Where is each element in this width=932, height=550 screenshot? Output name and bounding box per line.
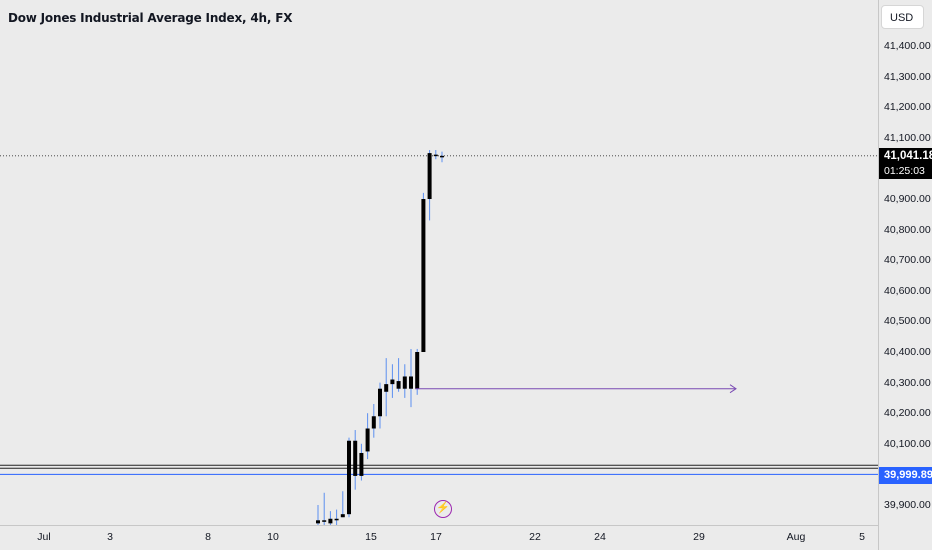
candle-body bbox=[359, 452, 364, 476]
chart-title: Dow Jones Industrial Average Index, 4h, … bbox=[8, 11, 293, 25]
price-tick-label: 41,400.00 bbox=[884, 40, 931, 52]
price-tick-label: 40,400.00 bbox=[884, 346, 931, 358]
time-tick-label: 29 bbox=[693, 531, 705, 543]
price-tick-label: 41,200.00 bbox=[884, 101, 931, 114]
last-price-badge: 41,041.18 01:25:03 bbox=[879, 148, 932, 179]
candle-body bbox=[440, 155, 444, 158]
price-tick-label: 40,800.00 bbox=[884, 223, 931, 236]
price-tick-label: 40,300.00 bbox=[884, 376, 931, 389]
candle-body bbox=[334, 518, 339, 521]
time-tick-label: 8 bbox=[205, 531, 211, 543]
candle-body bbox=[396, 381, 401, 389]
ray-arrow-icon bbox=[729, 384, 737, 394]
candle-body bbox=[433, 154, 438, 157]
price-tick-label: 39,900.00 bbox=[884, 499, 931, 511]
candle-body bbox=[347, 440, 351, 515]
candle-body bbox=[421, 199, 426, 352]
time-tick-label: 17 bbox=[430, 531, 442, 543]
candle-body bbox=[378, 388, 382, 417]
time-tick-label: 10 bbox=[267, 531, 279, 543]
price-tick-label: 41,100.00 bbox=[884, 131, 931, 144]
level-price-badge: 39,999.89 bbox=[879, 467, 932, 484]
price-tick-label: 40,900.00 bbox=[884, 193, 931, 205]
time-tick-label: 3 bbox=[107, 531, 113, 543]
time-tick-label: 5 bbox=[859, 531, 865, 543]
candle-body bbox=[415, 352, 420, 389]
price-tick-label: 40,700.00 bbox=[884, 254, 931, 267]
candle-body bbox=[384, 384, 389, 392]
lightning-icon[interactable]: ⚡ bbox=[434, 500, 452, 518]
time-axis-divider bbox=[0, 525, 879, 526]
candle-body bbox=[365, 428, 370, 452]
price-tick-label: 40,200.00 bbox=[884, 407, 931, 420]
candle-body bbox=[390, 379, 395, 385]
time-tick-label: 24 bbox=[594, 531, 606, 543]
currency-button[interactable]: USD bbox=[881, 5, 924, 29]
price-axis-divider bbox=[878, 0, 879, 550]
candle-body bbox=[322, 520, 327, 522]
candle-body bbox=[353, 440, 358, 476]
last-price-value: 41,041.18 bbox=[884, 150, 932, 162]
candle-body bbox=[316, 520, 320, 524]
time-tick-label: 15 bbox=[365, 531, 377, 543]
time-tick-label: Aug bbox=[786, 531, 806, 543]
price-tick-label: 40,100.00 bbox=[884, 437, 931, 450]
candle-body bbox=[402, 376, 407, 389]
price-tick-label: 41,300.00 bbox=[884, 70, 931, 83]
candle-body bbox=[340, 514, 345, 518]
candle-body bbox=[409, 376, 413, 389]
price-tick-label: 40,600.00 bbox=[884, 284, 931, 297]
time-tick-label: 22 bbox=[529, 531, 541, 543]
bar-countdown: 01:25:03 bbox=[884, 165, 925, 177]
candle-body bbox=[328, 518, 333, 524]
candlestick-plot[interactable] bbox=[0, 0, 879, 525]
time-tick-label: Jul bbox=[37, 531, 51, 543]
price-tick-label: 40,500.00 bbox=[884, 315, 931, 328]
candle-body bbox=[427, 153, 432, 199]
candle-body bbox=[371, 416, 376, 429]
